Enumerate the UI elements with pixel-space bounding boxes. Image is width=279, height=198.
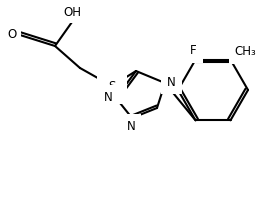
Text: N: N	[167, 75, 176, 89]
Text: CH₃: CH₃	[235, 45, 256, 58]
Text: N: N	[104, 90, 113, 104]
Text: S: S	[108, 80, 116, 92]
Text: O: O	[8, 28, 17, 41]
Text: OH: OH	[63, 6, 81, 19]
Text: F: F	[190, 44, 197, 57]
Text: N: N	[127, 120, 135, 133]
